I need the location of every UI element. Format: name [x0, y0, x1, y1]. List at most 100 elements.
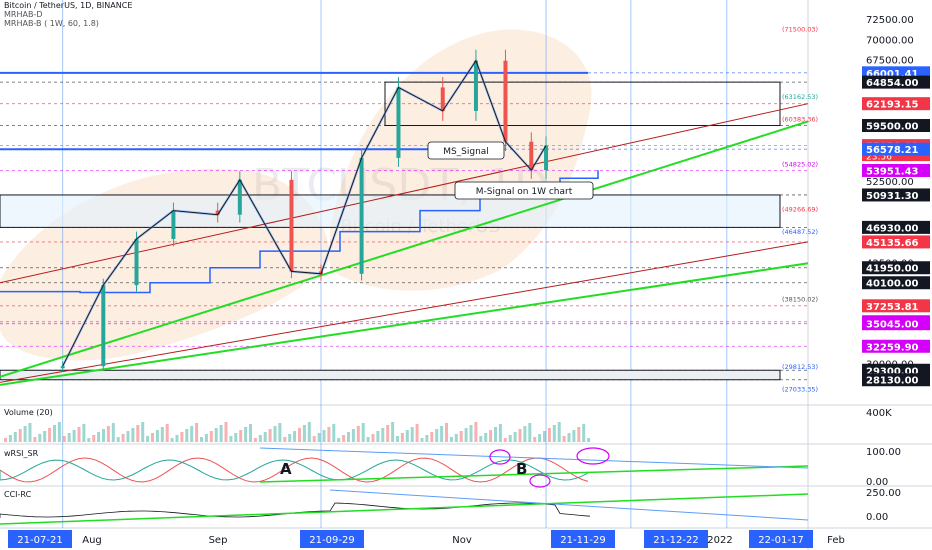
- price-candle: [396, 87, 401, 158]
- price-badge[interactable]: 50931.30: [862, 188, 930, 202]
- volume-bar: [351, 429, 355, 442]
- time-axis-label-bg: [551, 530, 615, 548]
- volume-bar: [141, 422, 145, 442]
- volume-bar: [298, 428, 301, 442]
- price-badge-bg: [862, 163, 930, 177]
- volume-bar: [347, 432, 350, 442]
- volume-bar: [474, 422, 478, 442]
- volume-bar: [562, 436, 566, 442]
- level-label: (27033.35): [782, 386, 818, 394]
- price-badge[interactable]: 62193.15: [862, 97, 930, 111]
- volume-bar: [190, 426, 194, 442]
- price-badge-bg: [862, 97, 930, 111]
- price-candle: [101, 285, 106, 367]
- rsi-trendline-blue: [259, 447, 809, 469]
- volume-bar: [185, 429, 189, 442]
- price-axis-tick: 52500.00: [866, 177, 914, 188]
- cci-axis-tick: 0.00: [866, 512, 888, 523]
- rsi-highlight-ellipse: [529, 474, 551, 488]
- label-a: A: [280, 460, 292, 478]
- price-badge[interactable]: 64854.00: [862, 75, 930, 90]
- price-badge-bg: [862, 220, 930, 234]
- volume-bar: [337, 438, 341, 442]
- time-axis-label[interactable]: 21-11-29: [551, 530, 615, 548]
- price-badge[interactable]: 35045.00: [862, 317, 930, 331]
- volume-bar: [155, 430, 159, 442]
- price-badge[interactable]: 45135.66: [862, 235, 930, 249]
- price-badge[interactable]: 28130.00: [862, 373, 930, 387]
- label-b: B: [516, 460, 527, 478]
- rsi-signal-line: [0, 459, 589, 481]
- cci-pane-title[interactable]: CCI-RC: [4, 490, 32, 499]
- volume-bar: [484, 433, 488, 442]
- time-axis-label[interactable]: Feb: [827, 535, 845, 546]
- time-axis-label[interactable]: 2022: [707, 535, 732, 546]
- time-axis-label[interactable]: Nov: [452, 535, 472, 546]
- volume-bar: [67, 433, 71, 442]
- price-badge[interactable]: 56578.21: [862, 142, 930, 157]
- volume-bar: [131, 428, 135, 442]
- volume-bar: [445, 423, 448, 442]
- volume-bar: [219, 425, 223, 442]
- level-label: (46487.52): [782, 228, 818, 236]
- volume-bar: [552, 425, 556, 442]
- volume-bar: [121, 434, 125, 442]
- price-badge[interactable]: 40100.00: [862, 276, 930, 290]
- volume-bar: [293, 431, 297, 442]
- price-badge[interactable]: 37253.81: [862, 299, 930, 313]
- volume-pane-title[interactable]: Volume (20): [4, 408, 53, 417]
- price-badge-label: 64854.00: [866, 78, 919, 89]
- indicator-label-mrhab-b[interactable]: MRHAB-B ( 1W, 60, 1.8): [4, 19, 99, 28]
- level-label: (63162.53): [782, 93, 818, 101]
- volume-bar: [209, 431, 213, 442]
- time-axis-label[interactable]: 21-09-29: [300, 530, 364, 548]
- price-candle: [215, 210, 220, 215]
- volume-bar: [440, 426, 444, 442]
- chart-symbol-title[interactable]: Bitcoin / TetherUS, 1D, BINANCE: [4, 1, 133, 10]
- zone-box-middle: [0, 194, 781, 228]
- time-axis-label-text: Nov: [452, 535, 472, 546]
- price-badge[interactable]: 41950.00: [862, 261, 930, 275]
- volume-bar: [533, 437, 537, 442]
- time-axis-label[interactable]: 21-12-22: [644, 530, 708, 548]
- volume-bar: [366, 437, 370, 442]
- volume-bar: [371, 434, 375, 442]
- volume-bar: [92, 435, 96, 442]
- price-badge[interactable]: 32259.90: [862, 339, 930, 354]
- rsi-pane-title[interactable]: wRSI_SR: [4, 449, 39, 458]
- volume-bar: [229, 436, 233, 442]
- volume-bar: [361, 423, 365, 442]
- volume-bar: [13, 432, 17, 442]
- volume-bar: [312, 436, 316, 442]
- time-axis-label[interactable]: 21-07-21: [8, 530, 72, 548]
- volume-bar: [278, 423, 282, 442]
- price-badge-bg: [862, 339, 930, 353]
- time-axis-label[interactable]: Aug: [82, 535, 102, 546]
- time-axis-label-text: 21-09-29: [309, 535, 354, 546]
- volume-bar: [160, 427, 164, 442]
- volume-bar: [170, 438, 174, 442]
- volume-bar: [38, 434, 42, 442]
- zone-box-upper: [384, 81, 781, 127]
- volume-bar: [498, 424, 502, 442]
- volume-bar: [288, 434, 292, 442]
- volume-bar: [317, 433, 321, 442]
- volume-bar: [4, 438, 7, 442]
- volume-bar: [136, 425, 140, 442]
- price-badge[interactable]: 59500.00: [862, 119, 930, 133]
- level-label: (38150.02): [782, 296, 818, 304]
- time-axis-label[interactable]: 22-01-17: [749, 530, 813, 548]
- price-badge[interactable]: 53951.43: [862, 163, 930, 178]
- volume-bar: [425, 435, 429, 442]
- price-badge-label: 28130.00: [866, 376, 919, 387]
- volume-bar: [200, 437, 203, 442]
- price-candle: [171, 210, 176, 239]
- rsi-highlight-ellipse: [576, 447, 610, 465]
- indicator-label-mrhab-d[interactable]: MRHAB-D: [4, 10, 43, 19]
- volume-bar: [146, 436, 150, 442]
- level-label: (60383.36): [782, 115, 818, 123]
- time-axis-label[interactable]: Sep: [209, 535, 228, 546]
- ms-signal-box: [427, 141, 505, 160]
- price-badge[interactable]: 46930.00: [862, 220, 930, 235]
